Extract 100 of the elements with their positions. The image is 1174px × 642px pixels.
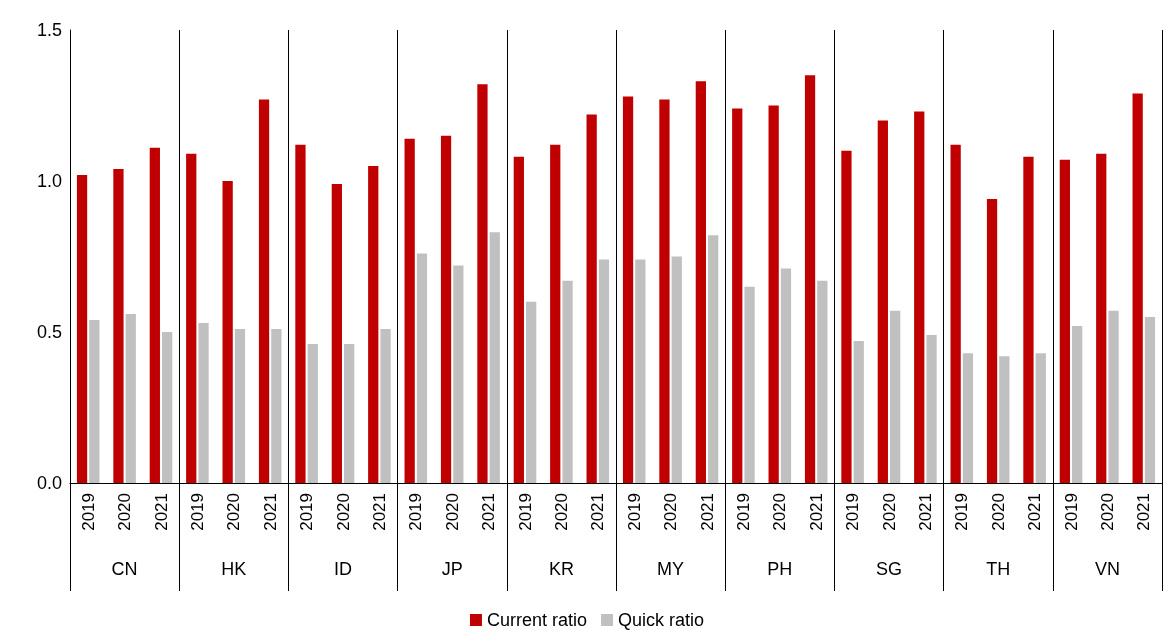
bar — [368, 165, 379, 483]
y-tick-label: 0.0 — [36, 473, 62, 493]
text: VN — [1094, 559, 1120, 579]
bar — [635, 259, 646, 483]
bar — [344, 344, 355, 483]
bar — [416, 253, 428, 483]
bar — [999, 356, 1010, 483]
bar — [234, 328, 246, 483]
bar — [1132, 93, 1143, 483]
bar — [222, 181, 233, 483]
text: MY — [657, 559, 685, 579]
bar — [271, 328, 282, 483]
bar — [404, 138, 415, 483]
x-tick-label: 2019 — [733, 493, 753, 531]
bar — [307, 344, 318, 483]
bar — [295, 144, 306, 483]
text: PH — [767, 559, 793, 579]
bar — [804, 75, 816, 483]
text: TH — [986, 559, 1011, 579]
bar — [598, 259, 610, 483]
bar — [950, 144, 961, 483]
x-tick-label: 2020 — [661, 493, 681, 531]
bar — [453, 265, 464, 483]
bar — [1059, 159, 1070, 483]
bar — [550, 144, 561, 483]
x-tick-label: 2019 — [952, 493, 972, 531]
bar — [744, 286, 755, 483]
bar — [562, 280, 573, 483]
bar — [1023, 156, 1034, 483]
bar — [1108, 310, 1119, 483]
bar — [1144, 316, 1156, 483]
x-tick-label: 2019 — [515, 493, 535, 531]
bar — [853, 341, 864, 483]
x-tick-label: 2020 — [442, 493, 462, 531]
bar — [149, 147, 160, 483]
x-tick-label: 2019 — [297, 493, 317, 531]
bar — [1072, 325, 1083, 483]
bar — [76, 174, 88, 483]
bar — [440, 135, 452, 483]
x-tick-label: 2021 — [806, 493, 826, 531]
bar — [125, 313, 136, 483]
x-tick-label: 2019 — [406, 493, 426, 531]
bar — [477, 84, 488, 483]
bar — [780, 268, 792, 483]
bar — [841, 150, 852, 483]
bar — [1096, 153, 1107, 483]
bar — [586, 114, 597, 483]
bar — [817, 280, 828, 483]
y-tick-label: 1.5 — [36, 20, 62, 40]
x-tick-label: 2021 — [151, 493, 171, 531]
bar — [1035, 353, 1046, 483]
bar — [890, 310, 901, 483]
bar — [671, 256, 682, 483]
x-tick-label: 2021 — [697, 493, 717, 531]
bar — [489, 232, 500, 483]
x-tick-label: 2021 — [1025, 493, 1045, 531]
x-tick-label: 2021 — [588, 493, 608, 531]
x-tick-label: 2020 — [224, 493, 244, 531]
y-tick-label: 0.5 — [36, 322, 62, 342]
x-tick-label: 2019 — [1061, 493, 1081, 531]
x-tick-label: 2020 — [333, 493, 353, 531]
bar — [198, 322, 209, 483]
bar — [380, 328, 391, 483]
bar — [962, 353, 974, 483]
x-tick-label: 2020 — [115, 493, 135, 531]
x-tick-label: 2019 — [843, 493, 863, 531]
x-tick-label: 2020 — [1097, 493, 1117, 531]
x-tick-label: 2020 — [988, 493, 1008, 531]
bar — [732, 108, 743, 483]
x-tick-label: 2019 — [78, 493, 98, 531]
x-tick-label: 2021 — [479, 493, 499, 531]
bar — [914, 111, 925, 483]
legend-label: Current ratio — [486, 610, 588, 630]
bar — [513, 156, 524, 483]
y-tick-label: 1.0 — [36, 171, 62, 191]
bar — [162, 332, 173, 483]
bar — [768, 105, 779, 483]
bar — [258, 99, 270, 483]
text: JP — [441, 559, 463, 579]
bar — [331, 184, 342, 483]
bar — [877, 120, 888, 483]
x-tick-label: 2021 — [260, 493, 280, 531]
text: ID — [334, 559, 352, 579]
text: HK — [221, 559, 247, 579]
bar — [622, 96, 634, 483]
x-tick-label: 2021 — [369, 493, 389, 531]
x-tick-label: 2020 — [551, 493, 571, 531]
bar — [526, 301, 537, 483]
text: KR — [548, 559, 574, 579]
x-tick-label: 2019 — [187, 493, 207, 531]
bar — [659, 99, 670, 483]
x-tick-label: 2020 — [770, 493, 790, 531]
bar — [708, 235, 719, 483]
bar — [926, 335, 937, 483]
bar — [986, 199, 998, 483]
text: CN — [111, 559, 138, 579]
x-tick-label: 2020 — [879, 493, 899, 531]
x-tick-label: 2021 — [1134, 493, 1154, 531]
x-tick-label: 2019 — [624, 493, 644, 531]
text: SG — [875, 559, 903, 579]
